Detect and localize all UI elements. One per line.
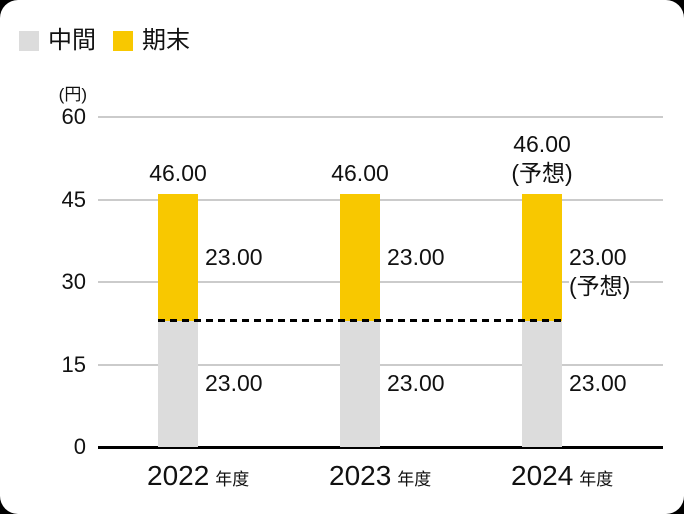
y-tick-label-60: 60 (61, 104, 86, 129)
yearend-swatch-icon (113, 31, 133, 51)
interim-bar-segment (340, 320, 380, 447)
x-axis-year-suffix: 年度 (579, 470, 614, 489)
x-axis-line (98, 446, 663, 449)
y-tick-label-0: 0 (73, 434, 86, 459)
yearend-legend-label: 期末 (142, 27, 190, 54)
interim-bar-segment (522, 320, 562, 447)
interim-bar-segment (158, 320, 198, 447)
year-end-value-label: 23.00 (205, 242, 263, 272)
total-value-label: 46.00 (331, 160, 389, 186)
legend-item-interim: 中間 (19, 29, 96, 53)
year-end-bar-segment (158, 194, 198, 321)
y-axis-unit-label: (円) (58, 85, 87, 104)
total-value-label: 46.00 (149, 160, 207, 186)
x-axis-year-suffix: 年度 (397, 470, 432, 489)
gridline-60 (98, 116, 663, 118)
total-value-label: 46.00 (予想) (511, 131, 573, 186)
interim-level-dashed-line (158, 319, 562, 322)
year-end-value-label: 23.00 (387, 242, 445, 272)
chart-legend: 中間 期末 (19, 29, 190, 53)
year-end-bar-segment (340, 194, 380, 321)
y-tick-label-30: 30 (61, 269, 86, 294)
interim-value-label: 23.00 (387, 369, 445, 399)
x-axis-year-suffix: 年度 (215, 470, 250, 489)
x-axis-category-label: 2022 年度 (147, 460, 249, 492)
gridline-15 (98, 363, 663, 366)
x-axis-category-label: 2024 年度 (511, 460, 613, 492)
x-axis-category-label: 2023 年度 (329, 460, 431, 492)
legend-item-yearend: 期末 (113, 29, 190, 53)
interim-value-label: 23.00 (569, 369, 627, 399)
gridline-30 (98, 281, 663, 283)
y-tick-label-15: 15 (61, 351, 86, 377)
x-axis-year: 2022 (147, 460, 210, 491)
year-end-bar-segment (522, 194, 562, 321)
y-tick-label-45: 45 (61, 186, 86, 212)
interim-legend-label: 中間 (48, 27, 96, 54)
gridline-45 (98, 198, 663, 201)
x-axis-year: 2024 (511, 460, 574, 491)
x-axis-year: 2023 (329, 460, 392, 491)
interim-value-label: 23.00 (205, 369, 263, 399)
year-end-value-label: 23.00 (予想) (569, 242, 631, 301)
interim-swatch-icon (19, 31, 39, 51)
